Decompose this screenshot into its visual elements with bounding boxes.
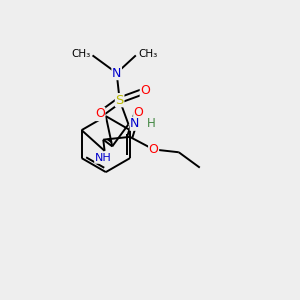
Text: N: N — [130, 117, 140, 130]
Text: CH₃: CH₃ — [71, 49, 90, 59]
Text: O: O — [134, 106, 144, 119]
Text: N: N — [112, 67, 122, 80]
Text: O: O — [140, 84, 150, 97]
Text: O: O — [95, 107, 105, 121]
Text: NH: NH — [95, 153, 112, 163]
Text: CH₃: CH₃ — [138, 49, 158, 59]
Text: O: O — [149, 143, 159, 156]
Text: S: S — [116, 94, 124, 107]
Text: H: H — [147, 117, 155, 130]
